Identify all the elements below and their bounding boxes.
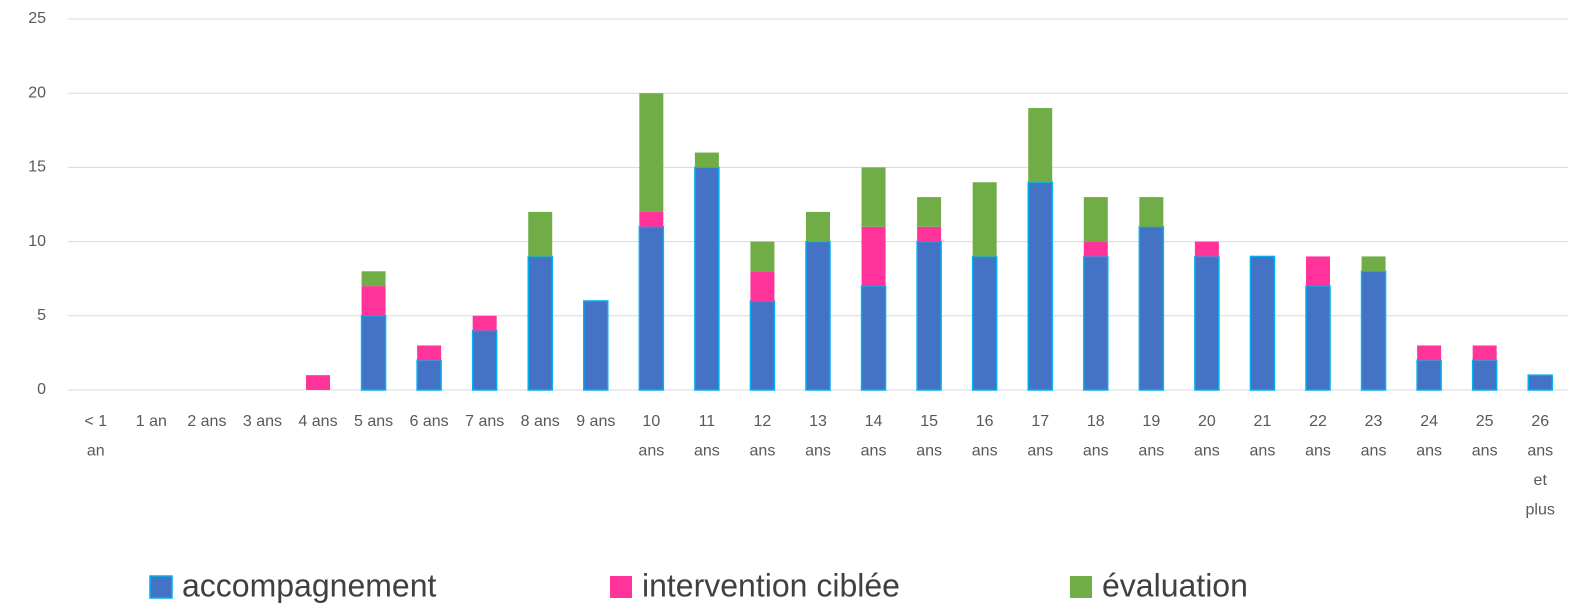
bar-segment — [1417, 345, 1442, 361]
x-tick-label: 24 ans — [1416, 413, 1442, 460]
bar-segment — [860, 285, 887, 391]
bar-segment — [416, 359, 442, 391]
x-tick-label: 3 ans — [243, 413, 282, 430]
bar-segment — [1471, 359, 1498, 391]
bar-segment — [583, 300, 609, 391]
bar-segment — [361, 286, 386, 316]
x-tick-label: 12 ans — [750, 413, 776, 460]
y-tick-label: 20 — [28, 84, 46, 101]
bar-segment — [639, 93, 664, 212]
bar-segment — [1139, 197, 1164, 227]
bar-segment — [528, 211, 553, 257]
x-tick-label: 13 ans — [805, 413, 831, 460]
x-tick-label: 26 ans et plus — [1526, 413, 1555, 519]
bar-segment — [917, 197, 942, 227]
bar-segment — [638, 226, 665, 391]
bar-segment — [1305, 285, 1331, 391]
bar-segment — [1249, 255, 1276, 391]
bar-segment — [417, 345, 442, 361]
bar-segment — [917, 226, 942, 242]
x-tick-label: 20 ans — [1194, 413, 1220, 460]
bar-segment — [1083, 241, 1108, 257]
x-tick-label: 5 ans — [354, 413, 393, 430]
x-tick-label: 16 ans — [972, 413, 998, 460]
x-tick-label: 1 an — [136, 413, 167, 430]
x-tick-label: 8 ans — [521, 413, 560, 430]
bar-segment — [472, 315, 497, 331]
x-tick-label: 15 ans — [916, 413, 942, 460]
y-tick-label: 0 — [37, 381, 46, 398]
bar-segment — [361, 271, 386, 287]
x-tick-label: 7 ans — [465, 413, 504, 430]
bar-segment — [971, 255, 998, 391]
x-tick-label: 14 ans — [861, 413, 887, 460]
y-tick-label: 25 — [28, 10, 46, 27]
x-tick-label: 22 ans — [1305, 413, 1331, 460]
bar-segment — [750, 271, 775, 301]
bar-segment — [972, 182, 997, 257]
bar-segment — [1472, 345, 1497, 361]
bar-segment — [750, 241, 775, 272]
x-tick-label: 6 ans — [410, 413, 449, 430]
bar-segment — [1194, 255, 1220, 391]
bar-segment — [749, 300, 776, 391]
legend-label: intervention ciblée — [642, 567, 900, 603]
bar-segment — [1138, 226, 1165, 391]
x-tick-label: 4 ans — [298, 413, 337, 430]
bar-segment — [1027, 181, 1053, 391]
legend-swatch — [1070, 576, 1092, 598]
y-tick-label: 15 — [28, 159, 46, 176]
legend-swatch — [610, 576, 632, 598]
x-tick-label: 23 ans — [1361, 413, 1387, 460]
bar-segment — [1361, 256, 1386, 272]
x-tick-label: 25 ans — [1472, 413, 1498, 460]
legend-label: accompagnement — [182, 567, 436, 603]
bar-segment — [861, 167, 886, 227]
bar-segment — [861, 226, 886, 287]
x-tick-label: 10 ans — [638, 413, 664, 460]
x-tick-label: 17 ans — [1027, 413, 1053, 460]
bar-segment — [1527, 374, 1553, 391]
legend-swatch — [149, 575, 173, 599]
legend-label: évaluation — [1102, 567, 1248, 603]
bar-segment — [805, 240, 831, 391]
x-tick-label: 9 ans — [576, 413, 615, 430]
x-tick-label: 19 ans — [1138, 413, 1164, 460]
bar-segment — [360, 315, 387, 391]
bar-segment — [806, 211, 830, 242]
bar-segment — [1083, 197, 1108, 242]
bar-segment — [694, 152, 719, 168]
y-tick-label: 5 — [37, 307, 46, 324]
bar-segment — [306, 375, 330, 390]
x-tick-label: 21 ans — [1250, 413, 1276, 460]
bar-segment — [1306, 256, 1330, 287]
y-tick-label: 10 — [28, 233, 46, 250]
x-tick-label: 18 ans — [1083, 413, 1109, 460]
bar-segment — [1194, 241, 1219, 257]
bar-segment — [694, 166, 720, 391]
bar-segment — [527, 255, 553, 391]
x-tick-label: 2 ans — [187, 413, 226, 430]
bar-segment — [1360, 270, 1387, 391]
bar-segment — [1416, 359, 1442, 391]
x-tick-label: 11 ans — [694, 413, 720, 460]
bar-segment — [1028, 108, 1053, 183]
bar-segment — [916, 240, 942, 391]
x-tick-label: < 1 an — [84, 413, 107, 460]
bar-segment — [639, 211, 664, 227]
bar-segment — [471, 329, 498, 391]
bar-segment — [1083, 255, 1109, 391]
